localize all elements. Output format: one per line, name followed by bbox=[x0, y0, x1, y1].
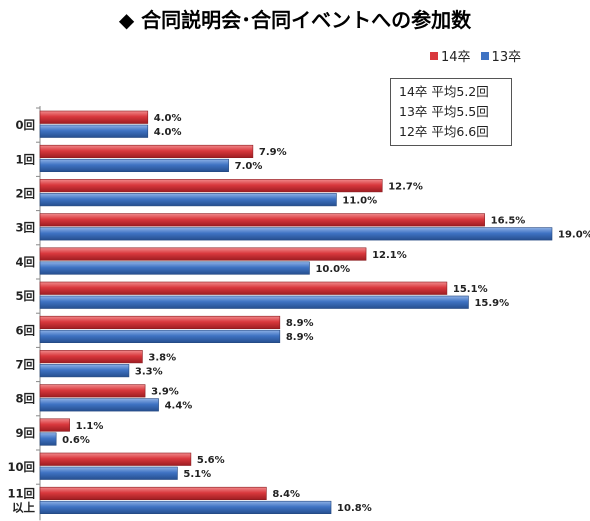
data-label-13: 7.0% bbox=[235, 161, 263, 172]
category-label: 2回 bbox=[15, 187, 35, 201]
data-label-14: 16.5% bbox=[491, 216, 526, 227]
data-label-14: 1.1% bbox=[76, 421, 104, 432]
legend-item-14: 14卒 bbox=[430, 46, 471, 65]
data-label-14: 12.1% bbox=[372, 250, 407, 261]
category-label: 11回 bbox=[7, 486, 35, 500]
data-label-13: 8.9% bbox=[286, 332, 314, 343]
bar-13 bbox=[39, 261, 310, 275]
bar-14 bbox=[39, 486, 267, 501]
bar-13 bbox=[39, 227, 553, 241]
data-label-13: 3.3% bbox=[135, 366, 163, 377]
data-label-14: 3.9% bbox=[151, 387, 179, 398]
bar-13 bbox=[39, 500, 332, 515]
category-label: 5回 bbox=[15, 289, 35, 303]
bar-14 bbox=[39, 384, 146, 398]
category-label: 7回 bbox=[15, 358, 35, 372]
data-label-13: 19.0% bbox=[558, 230, 590, 241]
bar-13 bbox=[39, 466, 178, 480]
bar-14 bbox=[39, 452, 192, 466]
bar-14 bbox=[39, 315, 281, 330]
category-label: 1回 bbox=[15, 152, 35, 166]
legend-swatch-14 bbox=[430, 51, 438, 60]
bar-14 bbox=[39, 213, 485, 227]
data-label-13: 5.1% bbox=[183, 469, 211, 480]
bar-14 bbox=[39, 418, 70, 432]
data-label-14: 8.9% bbox=[286, 318, 314, 329]
legend-label-14: 14卒 bbox=[441, 50, 471, 65]
bar-13 bbox=[39, 364, 130, 378]
legend-swatch-13 bbox=[480, 51, 489, 60]
data-label-13: 4.0% bbox=[154, 127, 182, 138]
data-label-14: 7.9% bbox=[259, 147, 287, 158]
bar-14 bbox=[39, 247, 367, 261]
bar-13 bbox=[39, 432, 57, 446]
category-label: 8回 bbox=[15, 392, 35, 406]
category-label: 10回 bbox=[7, 460, 35, 474]
category-label: 6回 bbox=[15, 323, 35, 337]
data-label-13: 15.9% bbox=[474, 298, 509, 309]
bar-14 bbox=[39, 144, 254, 158]
category-label: 以上 bbox=[12, 500, 35, 514]
average-box: 14卒 平均5.2回 13卒 平均5.5回 12卒 平均6.6回 bbox=[390, 78, 512, 146]
legend: 14卒 13卒 bbox=[430, 46, 521, 65]
category-label: 9回 bbox=[15, 426, 35, 440]
data-label-14: 5.6% bbox=[197, 455, 225, 466]
data-label-14: 15.1% bbox=[453, 284, 488, 295]
bar-13 bbox=[39, 158, 229, 172]
average-13: 13卒 平均5.5回 bbox=[399, 104, 489, 119]
average-12: 12卒 平均6.6回 bbox=[399, 124, 489, 139]
category-label: 3回 bbox=[15, 221, 35, 235]
data-label-13: 4.4% bbox=[165, 401, 193, 412]
bar-13 bbox=[39, 329, 281, 344]
data-label-13: 10.0% bbox=[315, 264, 350, 275]
bar-14 bbox=[39, 281, 448, 295]
data-label-14: 3.8% bbox=[148, 352, 176, 363]
data-label-14: 8.4% bbox=[272, 489, 300, 500]
data-label-14: 12.7% bbox=[388, 181, 423, 192]
bar-14 bbox=[39, 350, 143, 364]
category-label: 4回 bbox=[15, 255, 35, 269]
bar-13 bbox=[39, 193, 337, 207]
data-label-13: 11.0% bbox=[342, 195, 377, 206]
bar-13 bbox=[39, 398, 159, 412]
bar-13 bbox=[39, 124, 149, 138]
bar-14 bbox=[39, 110, 149, 124]
chart-title: ◆ 合同説明会･合同イベントへの参加数 bbox=[118, 8, 472, 32]
legend-item-13: 13卒 bbox=[480, 46, 522, 65]
legend-label-13: 13卒 bbox=[491, 50, 522, 65]
bar-14 bbox=[39, 179, 383, 193]
category-label: 0回 bbox=[15, 118, 35, 132]
data-label-13: 10.8% bbox=[337, 503, 372, 514]
bar-13 bbox=[39, 295, 469, 309]
data-label-13: 0.6% bbox=[62, 435, 90, 446]
average-14: 14卒 平均5.2回 bbox=[399, 84, 489, 99]
data-label-14: 4.0% bbox=[154, 113, 182, 124]
